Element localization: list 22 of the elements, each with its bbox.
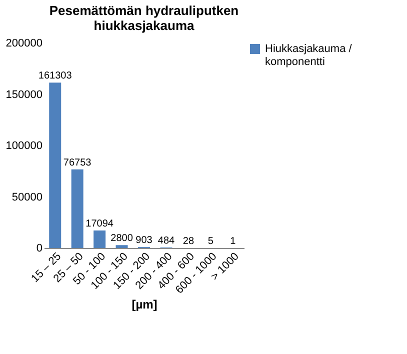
- data-label: 5: [208, 236, 214, 247]
- y-tick-label: 150000: [6, 88, 42, 101]
- data-label: 1: [230, 236, 236, 247]
- text: hiukkasjakauma: [94, 18, 194, 33]
- bar: [49, 82, 62, 248]
- data-label: 2800: [110, 233, 134, 244]
- bar: [94, 230, 106, 248]
- data-label: 28: [182, 236, 194, 247]
- data-label: 161303: [38, 70, 72, 82]
- y-tick-label: 50000: [12, 191, 42, 204]
- legend-label: Hiukkasjakauma / komponentti: [265, 43, 353, 68]
- y-tick-label: 100000: [6, 140, 42, 152]
- data-label: 484: [158, 236, 175, 247]
- x-axis-title: [µm]: [132, 297, 158, 312]
- text: Pesemättömän hydrauliputken: [49, 3, 239, 18]
- bar: [116, 245, 128, 248]
- bar: [71, 169, 84, 248]
- data-label: 17094: [86, 218, 114, 230]
- y-tick-label: 0: [36, 242, 42, 254]
- data-label: 903: [136, 235, 153, 246]
- y-tick-label: 200000: [6, 38, 42, 50]
- data-label: 76753: [63, 157, 92, 168]
